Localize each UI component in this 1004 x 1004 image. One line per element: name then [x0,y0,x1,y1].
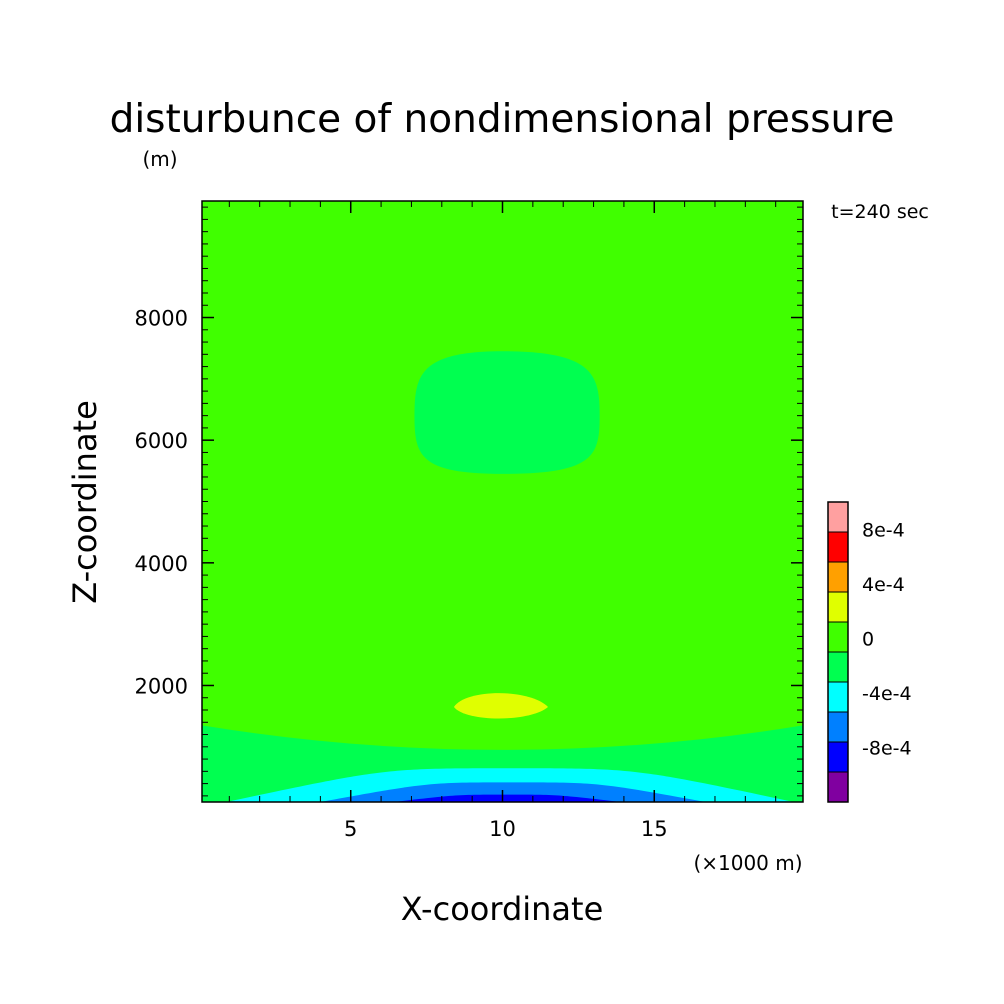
y-tick-label: 8000 [135,307,188,331]
colorbar-tick-label: -8e-4 [862,737,912,759]
colorbar-frame [827,501,849,803]
colorbar-swatch [827,711,849,743]
colorbar-swatch [827,501,849,533]
x-axis: 5 10 15 [344,201,668,841]
colorbar-swatch [827,681,849,713]
minor-ticks [202,201,803,802]
colorbar: 8e-4 4e-4 0 -4e-4 -8e-4 [827,501,912,803]
x-axis-unit: (×1000 m) [693,851,802,875]
x-tick-label: 10 [489,817,516,841]
time-label: t=240 sec [831,201,929,223]
contour-region-surface-layer-3 [320,782,706,802]
contour-region-lower-high [453,693,549,719]
colorbar-swatch [827,651,849,683]
y-axis: 2000 4000 6000 8000 [135,307,803,698]
chart-title: disturbunce of nondimensional pressure [110,97,895,142]
colorbar-swatch [827,561,849,593]
contour-region-upper-low [414,351,600,474]
contour-fills [202,201,803,802]
colorbar-swatch [827,591,849,623]
colorbar-tick-label: 4e-4 [862,574,905,596]
colorbar-tick-label: -4e-4 [862,683,912,705]
contour-region-surface-layer-4 [393,794,621,802]
colorbar-swatch [827,741,849,773]
colorbar-tick-label: 0 [862,628,874,650]
y-tick-label: 2000 [135,674,188,698]
x-tick-label: 15 [641,817,668,841]
y-tick-label: 4000 [135,552,188,576]
x-axis-label: X-coordinate [401,890,604,928]
title-unit: (m) [142,147,177,171]
colorbar-swatch [827,621,849,653]
colorbar-swatch [827,771,849,803]
y-axis-label: Z-coordinate [66,400,104,604]
colorbar-swatch [827,531,849,563]
y-tick-label: 6000 [135,429,188,453]
x-tick-label: 5 [344,817,357,841]
colorbar-tick-label: 8e-4 [862,519,905,541]
